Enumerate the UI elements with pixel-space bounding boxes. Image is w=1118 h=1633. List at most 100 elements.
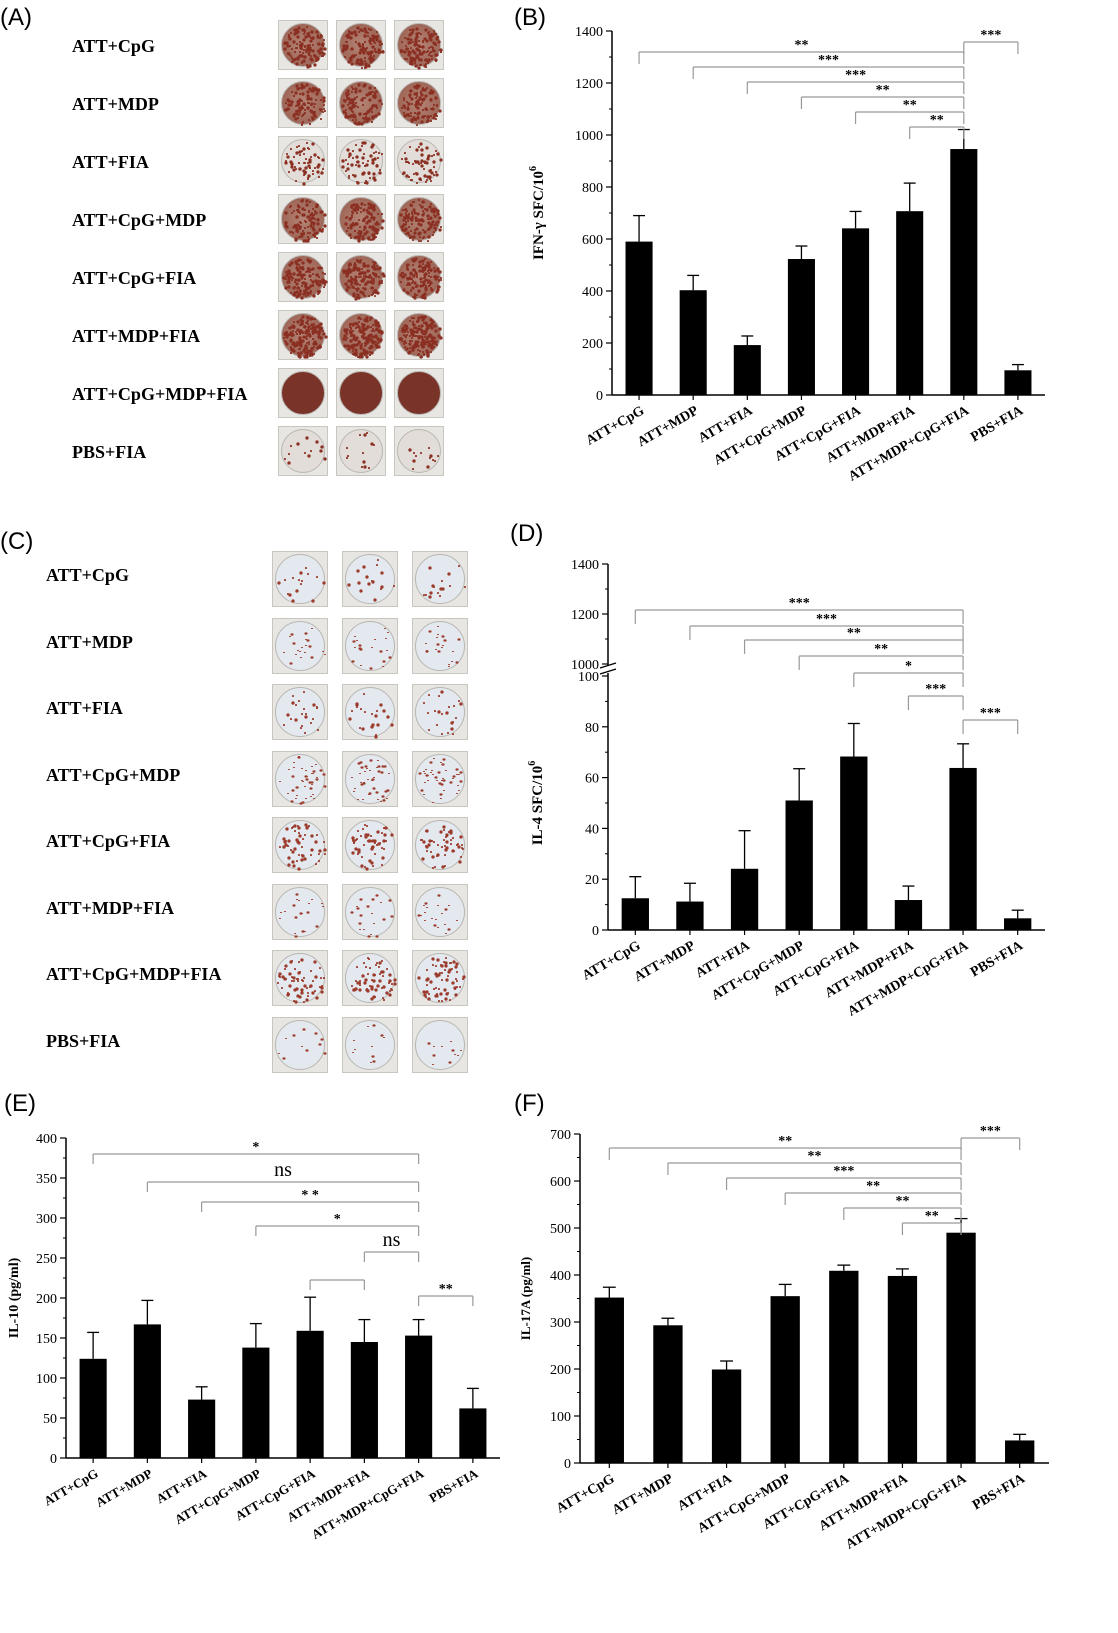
elispot-a-row-label: ATT+CpG xyxy=(72,36,155,56)
elispot-c-well xyxy=(342,684,398,740)
significance-label: *** xyxy=(925,682,946,697)
elispot-c-row-label: ATT+CpG xyxy=(46,565,129,585)
y-tick-label: 0 xyxy=(596,389,603,404)
elispot-a-well-dish xyxy=(339,255,383,299)
bar xyxy=(887,1275,918,1463)
elispot-a-spots xyxy=(362,278,364,280)
elispot-c-well xyxy=(412,617,468,674)
bar xyxy=(949,767,977,930)
elispot-a-spots xyxy=(362,336,364,338)
y-tick-label: 800 xyxy=(582,181,603,196)
elispot-a-row-label: PBS+FIA xyxy=(72,442,147,462)
bar xyxy=(842,228,870,395)
elispot-a-well xyxy=(394,194,444,244)
elispot-c-well-dish xyxy=(275,620,325,671)
significance-label: * xyxy=(905,659,912,674)
panel-label-e: (E) xyxy=(4,1090,36,1117)
bar xyxy=(405,1335,433,1458)
elispot-a-row-label: ATT+MDP+FIA xyxy=(72,326,201,346)
y-axis-title: IL-10 (pg/ml) xyxy=(7,1257,22,1338)
significance-label: *** xyxy=(980,28,1001,43)
bar xyxy=(711,1369,742,1463)
x-tick-label: PBS+FIA xyxy=(426,1465,480,1505)
y-tick-label: 200 xyxy=(36,1292,57,1307)
significance-label: ** xyxy=(895,1194,909,1209)
elispot-a-well xyxy=(394,136,444,186)
y-axis-title-text: IL-17A (pg/ml) xyxy=(518,1257,533,1340)
elispot-a-well xyxy=(336,78,386,128)
y-tick-label: 600 xyxy=(550,1175,571,1190)
elispot-a-spots xyxy=(420,104,422,106)
elispot-a-well-dish xyxy=(281,197,325,241)
y-axis-title: IL-17A (pg/ml) xyxy=(518,1257,533,1340)
elispot-a-spots xyxy=(362,104,364,106)
elispot-c-well-dish xyxy=(275,820,325,870)
elispot-a-well-dish xyxy=(397,429,441,473)
axis-break-mark xyxy=(599,662,617,669)
y-tick-label: 80 xyxy=(585,721,599,736)
bar xyxy=(946,1232,976,1463)
elispot-a-well-dish xyxy=(281,429,325,473)
elispot-c-spots xyxy=(441,1045,443,1048)
elispot-a-spots xyxy=(304,104,306,106)
elispot-a-well-dish xyxy=(339,139,383,183)
y-axis-title-text: IL-4 SFC/10 xyxy=(530,766,546,846)
elispot-c-well-dish xyxy=(415,687,465,737)
elispot-a-well-dish xyxy=(397,371,441,415)
elispot-a-well xyxy=(278,368,328,418)
elispot-a-row-label: ATT+CpG+MDP+FIA xyxy=(72,384,248,404)
elispot-a-well xyxy=(336,368,386,418)
elispot-c-well-dish xyxy=(415,886,465,937)
elispot-c-spots xyxy=(301,846,303,848)
elispot-c-spots xyxy=(441,979,443,981)
elispot-c-well xyxy=(412,684,468,740)
y-tick-label: 150 xyxy=(36,1332,57,1347)
chart-f-il-17a: 0 100 200 300 400 500 600 700 IL-17A (pg/ml) ATT+… xyxy=(518,1124,1049,1553)
y-axis-title-superscript: 6 xyxy=(527,761,538,766)
elispot-a-well-dish xyxy=(339,23,383,67)
elispot-c-row-label: ATT+MDP xyxy=(46,631,133,652)
bar xyxy=(733,345,761,395)
bar xyxy=(1004,370,1032,395)
significance-label: * * xyxy=(301,1188,319,1203)
significance-label: *** xyxy=(816,612,837,627)
elispot-c-spots xyxy=(371,580,373,582)
elispot-c-well-dish xyxy=(275,886,325,937)
bar xyxy=(459,1408,487,1458)
x-tick-label: PBS+FIA xyxy=(970,1471,1028,1513)
elispot-c-well-dish xyxy=(415,753,465,804)
y-axis-title-text: IL-10 (pg/ml) xyxy=(7,1257,22,1338)
x-tick-label: ATT+MDP xyxy=(93,1466,155,1510)
panel-label-d: (D) xyxy=(510,520,544,547)
y-tick-label: 100 xyxy=(550,1410,571,1425)
bar xyxy=(594,1297,624,1463)
elispot-c-spots xyxy=(371,1045,373,1048)
bar xyxy=(950,149,978,395)
elispot-a-spots xyxy=(362,46,364,48)
y-tick-label: 1000 xyxy=(571,658,599,673)
elispot-c-well xyxy=(272,750,328,807)
x-tick-label: ATT+CpG+MDP xyxy=(712,403,810,468)
significance-label: ** xyxy=(930,113,944,128)
elispot-a-well xyxy=(394,78,444,128)
elispot-c-spots xyxy=(371,979,373,981)
elispot-c-well-dish xyxy=(345,687,395,737)
significance-label: ns xyxy=(274,1159,292,1181)
elispot-c-row-label: ATT+CpG+MDP+FIA xyxy=(46,964,222,984)
elispot-a-well-dish xyxy=(397,197,441,241)
x-tick-label: ATT+CpG+MDP xyxy=(709,938,807,1003)
elispot-c-spots xyxy=(441,846,443,848)
elispot-panel-c: ATT+CpG ATT+MDP ATT+FIA ATT+CpG+MDP ATT+CpG+… xyxy=(0,0,500,1090)
elispot-c-spots xyxy=(371,646,373,649)
y-tick-label: 200 xyxy=(582,337,603,352)
bar xyxy=(133,1324,161,1458)
significance-label: ** xyxy=(903,98,917,113)
significance-label: *** xyxy=(818,53,839,68)
elispot-c-well xyxy=(272,1016,328,1073)
elispot-a-row-label: ATT+FIA xyxy=(72,152,149,172)
elispot-a-well xyxy=(278,78,328,128)
elispot-c-row-label: PBS+FIA xyxy=(46,1030,121,1051)
bar xyxy=(79,1358,107,1458)
elispot-a-well xyxy=(278,310,328,360)
